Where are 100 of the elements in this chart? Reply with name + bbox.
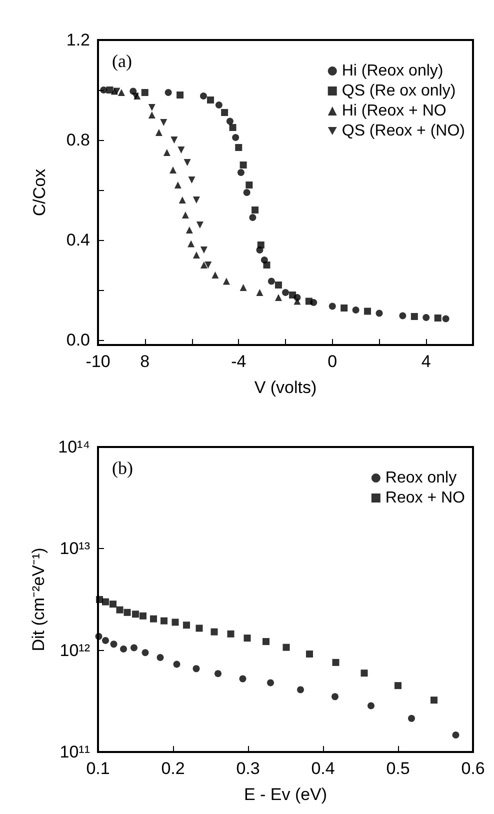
point (156, 654, 164, 662)
point (178, 196, 186, 204)
point (328, 302, 336, 310)
point (305, 298, 312, 305)
point (100, 86, 108, 94)
y-tick-label: 10¹¹ (60, 742, 90, 762)
point (249, 214, 256, 221)
point (186, 226, 193, 234)
annotation: (a) (112, 51, 132, 71)
point (170, 166, 176, 174)
point (148, 104, 156, 111)
point (196, 624, 203, 632)
point (422, 314, 430, 321)
point (164, 89, 172, 96)
point (141, 89, 148, 96)
point (210, 628, 218, 636)
point (222, 278, 230, 285)
point (207, 96, 214, 104)
point (257, 242, 264, 248)
x-axis-title: E - Ev (eV) (244, 785, 328, 804)
point (352, 306, 360, 314)
x-tick-label: 0.6 (461, 759, 485, 778)
x-tick-label: -10 (86, 352, 110, 371)
y-tick-label: 1.2 (66, 30, 90, 50)
point (332, 658, 340, 666)
y-tick-label: 10¹² (60, 640, 90, 660)
point (155, 129, 162, 136)
point (192, 196, 200, 204)
y-axis-title: C/Cox (30, 168, 49, 216)
point (368, 702, 374, 710)
x-tick-label: 0.4 (311, 759, 335, 778)
point (252, 206, 259, 214)
point (214, 670, 222, 678)
x-axis-title: V (volts) (254, 378, 317, 397)
point (434, 314, 442, 322)
point (188, 240, 195, 248)
x-tick-label: 0.5 (386, 759, 410, 778)
x-tick-label: 0 (328, 352, 338, 371)
point (200, 246, 208, 254)
point (182, 212, 189, 218)
point (226, 118, 234, 125)
point (132, 610, 139, 618)
point (306, 650, 313, 658)
point (297, 686, 304, 694)
point (442, 315, 450, 322)
point (268, 278, 275, 285)
point (192, 252, 200, 258)
point (263, 262, 270, 268)
point (148, 112, 156, 118)
point (110, 640, 118, 648)
y-tick-label: 0.4 (66, 230, 90, 250)
point (160, 119, 168, 126)
point (200, 92, 207, 100)
point (262, 638, 270, 646)
legend-label: Hi (Reox + NO (342, 102, 446, 120)
point (221, 109, 228, 116)
point (176, 92, 184, 98)
point (289, 292, 296, 298)
point (394, 682, 402, 690)
point (150, 615, 157, 622)
point (239, 675, 246, 682)
point (120, 646, 127, 653)
point (282, 644, 290, 651)
y-tick-label: 0.0 (66, 330, 90, 350)
point (212, 272, 219, 278)
point (452, 731, 460, 738)
point (235, 144, 242, 151)
y-tick-label: 10¹⁴ (58, 438, 90, 456)
point (430, 696, 438, 704)
point (172, 618, 179, 626)
y-axis-title: Dit (cm⁻²eV⁻¹) (29, 548, 48, 652)
point (204, 262, 212, 268)
point (174, 182, 182, 188)
point (173, 660, 180, 668)
point (140, 612, 146, 620)
point (110, 600, 116, 608)
point (192, 665, 200, 672)
point (364, 308, 372, 315)
point (96, 596, 103, 604)
y-tick-label: 10¹³ (60, 539, 90, 558)
annotation: (b) (112, 458, 133, 478)
point (408, 714, 415, 722)
point (282, 289, 289, 296)
point (184, 159, 191, 166)
point (215, 102, 222, 108)
point (116, 606, 124, 614)
point (118, 89, 125, 96)
x-tick-label: 4 (421, 352, 431, 371)
point (95, 632, 102, 640)
point (232, 134, 240, 141)
point (240, 162, 247, 168)
point (106, 86, 114, 94)
point (196, 222, 204, 228)
point (124, 608, 131, 616)
legend-label: Reox + NO (385, 490, 466, 506)
point (188, 176, 196, 184)
point (102, 598, 109, 606)
x-tick-label: 8 (140, 352, 150, 371)
point (256, 289, 264, 296)
point (360, 670, 368, 677)
